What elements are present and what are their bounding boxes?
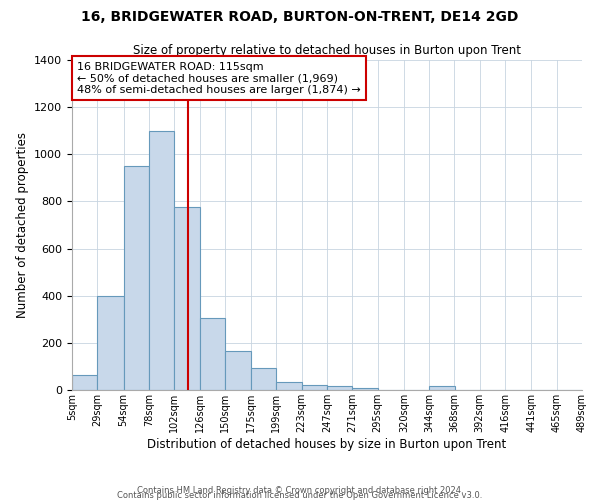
Title: Size of property relative to detached houses in Burton upon Trent: Size of property relative to detached ho… — [133, 44, 521, 58]
Bar — [352, 388, 377, 390]
Bar — [174, 208, 199, 390]
Bar — [251, 368, 277, 390]
Bar — [327, 386, 352, 390]
Text: 16 BRIDGEWATER ROAD: 115sqm
← 50% of detached houses are smaller (1,969)
48% of : 16 BRIDGEWATER ROAD: 115sqm ← 50% of det… — [77, 62, 361, 95]
Bar — [199, 318, 225, 390]
Text: Contains public sector information licensed under the Open Government Licence v3: Contains public sector information licen… — [118, 490, 482, 500]
Bar — [429, 386, 455, 390]
Bar — [124, 166, 149, 390]
Bar — [149, 130, 174, 390]
X-axis label: Distribution of detached houses by size in Burton upon Trent: Distribution of detached houses by size … — [148, 438, 506, 450]
Y-axis label: Number of detached properties: Number of detached properties — [16, 132, 29, 318]
Bar — [72, 374, 97, 390]
Bar — [302, 386, 327, 390]
Bar — [225, 351, 251, 390]
Text: Contains HM Land Registry data © Crown copyright and database right 2024.: Contains HM Land Registry data © Crown c… — [137, 486, 463, 495]
Text: 16, BRIDGEWATER ROAD, BURTON-ON-TRENT, DE14 2GD: 16, BRIDGEWATER ROAD, BURTON-ON-TRENT, D… — [82, 10, 518, 24]
Bar — [277, 382, 302, 390]
Bar — [97, 296, 124, 390]
